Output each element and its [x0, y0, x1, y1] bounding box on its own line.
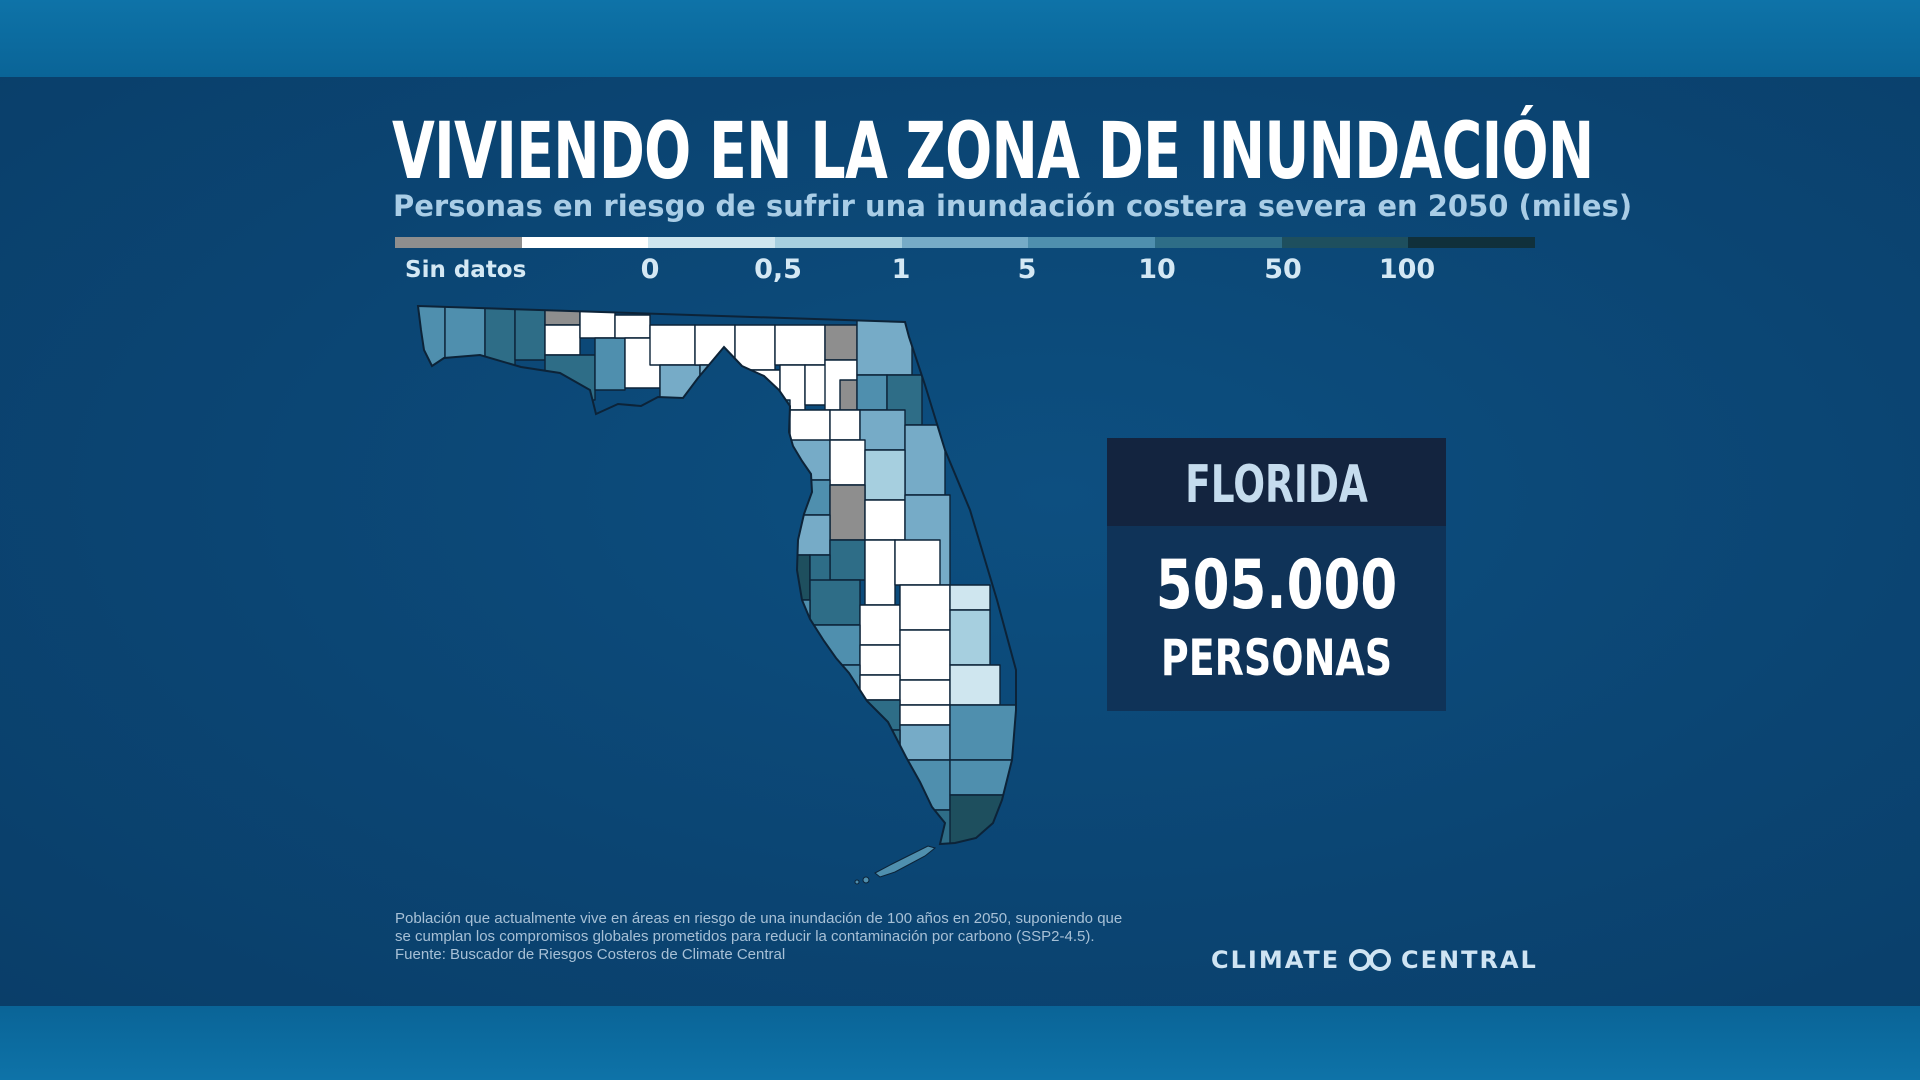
county-layer: [418, 306, 1016, 844]
legend-swatch-max: [1408, 237, 1536, 248]
county: [649, 324, 696, 366]
legend-label: 0: [640, 254, 660, 285]
county: [899, 724, 951, 761]
county: [899, 704, 951, 726]
county: [659, 364, 701, 406]
county: [856, 374, 888, 411]
county: [864, 499, 906, 541]
county: [779, 599, 811, 631]
legend-swatch-1: [775, 237, 902, 248]
county: [864, 539, 896, 606]
county: [544, 324, 581, 356]
county: [829, 484, 866, 541]
county: [829, 409, 861, 441]
county: [899, 629, 951, 681]
legend-labels: Sin datos 0 0,5 1 5 10 50 100: [395, 254, 1535, 286]
county: [859, 674, 901, 701]
county: [418, 306, 446, 371]
linked-rings-icon: [1349, 949, 1391, 971]
county: [904, 424, 946, 496]
county: [949, 584, 991, 611]
county: [484, 306, 516, 371]
county: [734, 324, 776, 371]
county: [859, 409, 906, 451]
footnote: Población que actualmente vive en áreas …: [395, 910, 1195, 966]
county: [444, 306, 486, 371]
legend-label: 0,5: [754, 254, 802, 285]
county: [949, 704, 1016, 761]
legend-label: 5: [1017, 254, 1037, 285]
florida-keys: [854, 845, 937, 885]
legend-swatch-5: [901, 237, 1029, 248]
county: [864, 449, 906, 501]
legend-label: 50: [1264, 254, 1302, 285]
card-total-value: 505.000: [1155, 546, 1398, 625]
footnote-line: Población que actualmente vive en áreas …: [395, 910, 1123, 927]
county: [514, 306, 546, 361]
county: [894, 539, 941, 586]
bottom-band: [0, 1006, 1920, 1080]
county: [899, 679, 951, 706]
card-state-name: FLORIDA: [1185, 455, 1368, 515]
county: [829, 439, 866, 486]
county: [614, 314, 651, 339]
climate-central-logo: CLIMATE CENTRAL: [1211, 945, 1537, 975]
footnote-source: Fuente: Buscador de Riesgos Costeros de …: [395, 946, 786, 963]
county: [879, 759, 951, 811]
brand-word-climate: CLIMATE: [1211, 946, 1341, 974]
county: [859, 604, 901, 646]
county: [829, 539, 866, 581]
county: [819, 699, 861, 736]
legend-color-bar: [395, 237, 1536, 248]
legend-label: 1: [891, 254, 911, 285]
card-total-unit: PERSONAS: [1160, 629, 1393, 687]
legend-label-no-data: Sin datos: [405, 257, 527, 283]
county: [949, 794, 1016, 844]
top-band: [0, 0, 1920, 77]
legend-label: 10: [1138, 254, 1176, 285]
county: [839, 729, 901, 771]
legend-swatch-100: [1281, 237, 1409, 248]
legend-swatch-0: [521, 237, 649, 248]
county: [594, 337, 626, 391]
legend-swatch-50: [1155, 237, 1282, 248]
county: [949, 664, 1001, 706]
county: [949, 609, 991, 666]
county: [751, 399, 791, 446]
county: [774, 324, 826, 366]
state-total-card: FLORIDA 505.000 PERSONAS: [1107, 438, 1446, 711]
legend-label: 100: [1378, 254, 1436, 285]
county: [579, 306, 616, 339]
county: [809, 579, 861, 626]
county: [824, 324, 858, 361]
footnote-line: se cumplan los compromisos globales prom…: [395, 928, 1095, 945]
legend-swatch-0-5: [648, 237, 776, 248]
county: [544, 354, 596, 401]
card-header: [1107, 438, 1446, 526]
county: [839, 379, 858, 411]
county: [544, 306, 581, 326]
county: [949, 759, 1016, 796]
brand-word-central: CENTRAL: [1401, 946, 1538, 974]
florida-outline: [416, 304, 1017, 846]
county: [809, 664, 861, 701]
graphic-panel: [0, 77, 1920, 1006]
county: [699, 364, 751, 416]
legend-swatch-10: [1028, 237, 1156, 248]
county: [856, 319, 913, 376]
county: [859, 644, 901, 676]
county: [779, 364, 806, 411]
graphic-subtitle: Personas en riesgo de sufrir una inundac…: [393, 189, 1633, 223]
county: [899, 584, 951, 631]
legend-swatch-no-data: [395, 237, 522, 248]
county: [789, 514, 831, 556]
